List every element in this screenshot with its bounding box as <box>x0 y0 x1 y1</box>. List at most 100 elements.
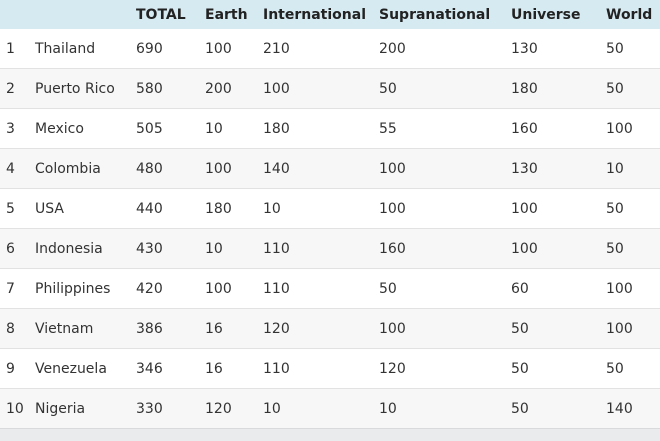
cell-supranational: 200 <box>379 40 406 57</box>
cell-rank: 9 <box>0 348 29 389</box>
cell-rank: 6 <box>0 228 29 269</box>
table-row: 2 Puerto Rico 580 200 100 50 180 50 <box>0 68 660 109</box>
cell-universe: 180 <box>505 68 600 109</box>
cell-world: 50 <box>606 40 624 57</box>
cell-world: 50 <box>600 228 660 269</box>
cell-world: 140 <box>600 388 660 428</box>
cell-country: USA <box>29 188 130 229</box>
column-header-international[interactable]: International <box>257 0 373 29</box>
cell-international: 100 <box>257 68 373 109</box>
table-row: 1 Thailand 690 100 210 200 130 50 <box>0 29 660 69</box>
column-header-world[interactable]: World <box>600 0 660 29</box>
cell-country: Puerto Rico <box>29 68 130 109</box>
table-row: 3 Mexico 505 10 180 55 160 100 <box>0 108 660 149</box>
cell-total: 440 <box>130 188 199 229</box>
cell-total: 330 <box>130 388 199 428</box>
cell-international: 10 <box>257 388 373 428</box>
cell-supranational: 55 <box>373 108 505 149</box>
table-row: 10 Nigeria 330 120 10 10 50 140 <box>0 388 660 428</box>
cell-earth: 100 <box>199 268 257 309</box>
cell-supranational: 50 <box>373 68 505 109</box>
cell-universe: 100 <box>505 228 600 269</box>
column-header-earth[interactable]: Earth <box>199 0 257 29</box>
cell-earth: 120 <box>199 388 257 428</box>
cell-country: Philippines <box>29 268 130 309</box>
cell-total: 346 <box>130 348 199 389</box>
cell-country: Venezuela <box>29 348 130 389</box>
cell-universe: 130 <box>511 40 538 57</box>
cell-universe: 50 <box>505 308 600 349</box>
cell-country: Indonesia <box>29 228 130 269</box>
cell-international: 10 <box>257 188 373 229</box>
cell-total: 505 <box>130 108 199 149</box>
table-row: 5 USA 440 180 10 100 100 50 <box>0 188 660 229</box>
cell-total: 580 <box>130 68 199 109</box>
cell-earth: 10 <box>199 228 257 269</box>
cell-total: 430 <box>130 228 199 269</box>
cell-rank: 10 <box>0 388 29 428</box>
cell-supranational: 100 <box>373 308 505 349</box>
cell-international: 180 <box>257 108 373 149</box>
cell-rank: 3 <box>0 108 29 149</box>
table-row: 8 Vietnam 386 16 120 100 50 100 <box>0 308 660 349</box>
cell-country: Colombia <box>29 148 130 189</box>
cell-earth: 16 <box>199 348 257 389</box>
cell-world: 50 <box>600 348 660 389</box>
cell-world: 100 <box>600 308 660 349</box>
cell-country: Thailand <box>35 40 96 57</box>
cell-total: 480 <box>130 148 199 189</box>
cell-universe: 50 <box>505 348 600 389</box>
cell-international: 210 <box>263 40 290 57</box>
cell-country: Vietnam <box>29 308 130 349</box>
table-row: 9 Venezuela 346 16 110 120 50 50 <box>0 348 660 389</box>
cell-rank: 5 <box>0 188 29 229</box>
cell-total: 690 <box>136 40 163 57</box>
table-row: 6 Indonesia 430 10 110 160 100 50 <box>0 228 660 269</box>
cell-country: Nigeria <box>29 388 130 428</box>
cell-supranational: 10 <box>373 388 505 428</box>
bottom-bar <box>0 428 660 441</box>
column-header-country <box>29 0 130 29</box>
header-row: TOTAL Earth International Supranational … <box>0 0 660 29</box>
cell-international: 140 <box>257 148 373 189</box>
cell-earth: 100 <box>205 40 232 57</box>
cell-international: 110 <box>257 268 373 309</box>
cell-international: 110 <box>257 228 373 269</box>
cell-supranational: 160 <box>373 228 505 269</box>
cell-country: Mexico <box>29 108 130 149</box>
rankings-table: TOTAL Earth International Supranational … <box>0 0 660 428</box>
column-header-total[interactable]: TOTAL <box>130 0 199 29</box>
table-body: 1 Thailand 690 100 210 200 130 50 2 Puerto Rico 58… <box>0 29 660 428</box>
cell-world: 100 <box>600 108 660 149</box>
cell-earth: 100 <box>199 148 257 189</box>
table-row: 7 Philippines 420 100 110 50 60 100 <box>0 268 660 309</box>
cell-total: 386 <box>130 308 199 349</box>
cell-rank: 1 <box>6 40 15 57</box>
cell-rank: 2 <box>0 68 29 109</box>
cell-universe: 60 <box>505 268 600 309</box>
cell-earth: 180 <box>199 188 257 229</box>
cell-world: 50 <box>600 68 660 109</box>
cell-supranational: 100 <box>373 148 505 189</box>
cell-rank: 8 <box>0 308 29 349</box>
cell-supranational: 100 <box>373 188 505 229</box>
table-row: 4 Colombia 480 100 140 100 130 10 <box>0 148 660 189</box>
cell-universe: 100 <box>505 188 600 229</box>
table-header: TOTAL Earth International Supranational … <box>0 0 660 29</box>
cell-universe: 160 <box>505 108 600 149</box>
cell-earth: 16 <box>199 308 257 349</box>
cell-rank: 7 <box>0 268 29 309</box>
cell-supranational: 120 <box>373 348 505 389</box>
cell-total: 420 <box>130 268 199 309</box>
cell-world: 100 <box>600 268 660 309</box>
cell-earth: 200 <box>199 68 257 109</box>
cell-world: 10 <box>600 148 660 189</box>
cell-international: 120 <box>257 308 373 349</box>
column-header-universe[interactable]: Universe <box>505 0 600 29</box>
cell-universe: 130 <box>505 148 600 189</box>
column-header-supranational[interactable]: Supranational <box>373 0 505 29</box>
cell-supranational: 50 <box>373 268 505 309</box>
cell-universe: 50 <box>505 388 600 428</box>
cell-international: 110 <box>257 348 373 389</box>
